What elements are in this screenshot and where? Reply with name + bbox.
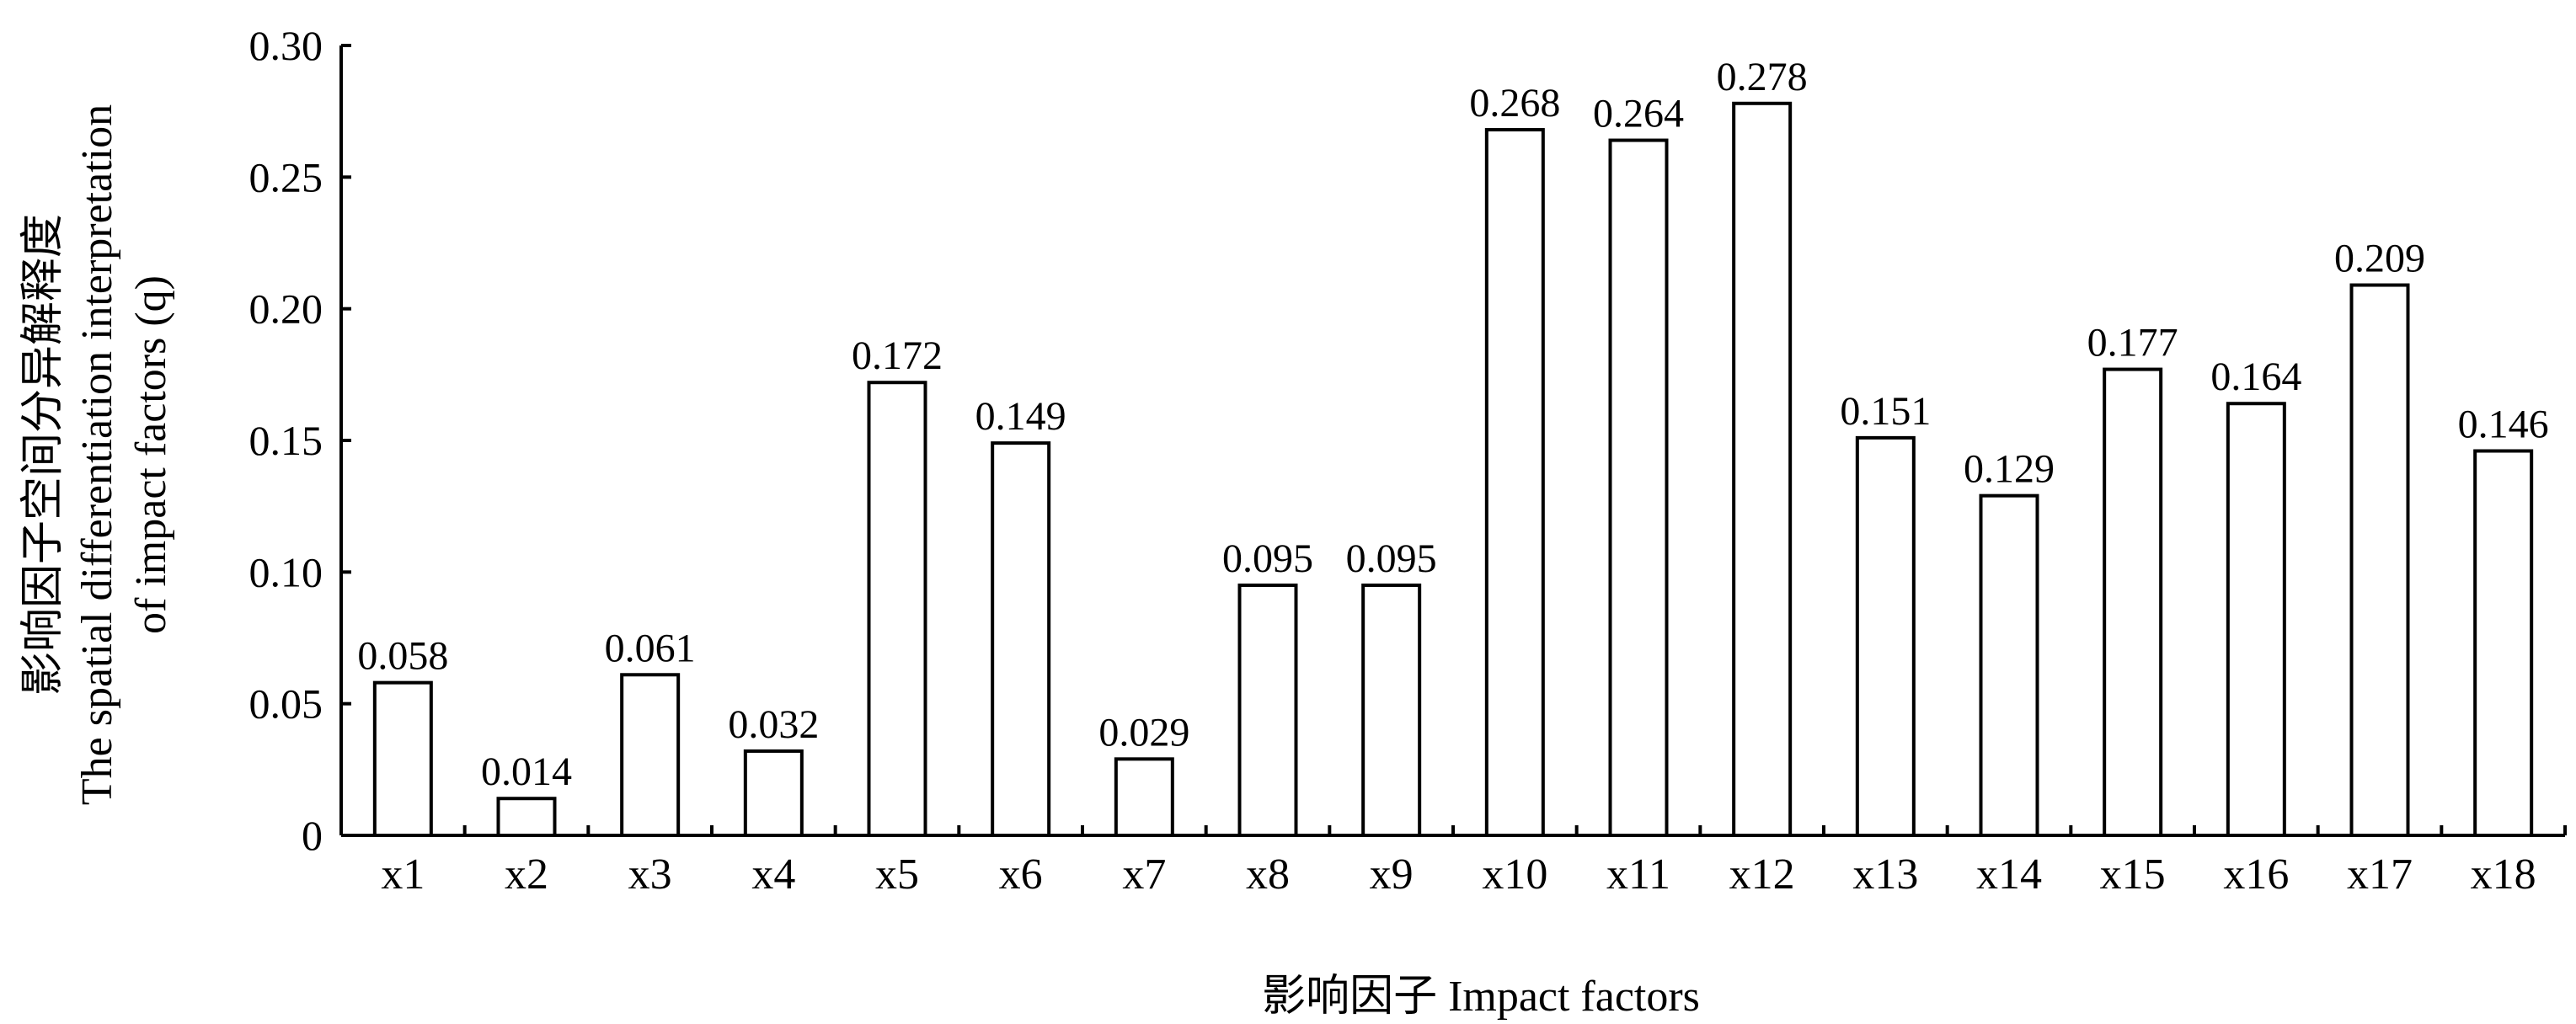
bar-x5 [867, 381, 927, 838]
bar-x6 [991, 441, 1051, 837]
bar-x12 [1732, 101, 1793, 837]
y-tick-label: 0.20 [249, 285, 323, 333]
x-tick-label-x9: x9 [1370, 851, 1414, 899]
data-label-x14: 0.129 [1964, 447, 2055, 492]
x-tick-label-x18: x18 [2471, 851, 2536, 899]
bar-x16 [2226, 402, 2286, 837]
data-label-x9: 0.095 [1346, 536, 1437, 581]
x-tick-label-x10: x10 [1482, 851, 1547, 899]
y-tick-label: 0.10 [249, 548, 323, 595]
x-tick-label-x16: x16 [2223, 851, 2289, 899]
data-label-x15: 0.177 [2087, 321, 2178, 365]
y-tick-label: 0.15 [249, 417, 323, 464]
data-label-x5: 0.172 [852, 333, 943, 378]
y-axis-title-line-3: of impact factors (q) [127, 275, 175, 634]
data-label-x2: 0.014 [481, 749, 572, 794]
y-axis-title: 影响因子空间分异解释度 The spatial differentiation … [19, 104, 175, 805]
y-axis-title-line-2: The spatial differentiation interpretati… [73, 104, 121, 805]
x-tick-label-x1: x1 [381, 851, 425, 899]
x-tick-label-x17: x17 [2347, 851, 2413, 899]
bar-x17 [2349, 283, 2410, 837]
data-label-x8: 0.095 [1222, 536, 1313, 581]
x-tick-label-x3: x3 [628, 851, 672, 899]
bar-x1 [372, 680, 433, 837]
x-axis-ticks: x1 x2 x3 x4 x5 x6 x7 x8 x9 x10 x11 x12 x13 x14 x15 x16 x… [381, 825, 2567, 899]
data-label-x11: 0.264 [1593, 92, 1684, 136]
data-label-x10: 0.268 [1469, 81, 1560, 125]
data-label-x3: 0.061 [605, 626, 696, 670]
data-label-x13: 0.151 [1840, 389, 1931, 434]
x-tick-label-x8: x8 [1246, 851, 1290, 899]
x-axis-title: 影响因子 Impact factors [1262, 973, 1700, 1021]
x-tick-label-x11: x11 [1606, 851, 1670, 899]
data-label-x17: 0.209 [2334, 237, 2425, 281]
bar-x14 [1979, 493, 2039, 837]
data-label-x7: 0.029 [1098, 710, 1189, 755]
bar-x2 [496, 797, 557, 838]
data-label-x4: 0.032 [728, 702, 819, 747]
bar-x4 [743, 749, 804, 837]
x-tick-label-x6: x6 [999, 851, 1043, 899]
y-tick-label: 0.25 [249, 153, 323, 200]
y-axis-ticks: 0 0.05 0.10 0.15 0.20 0.25 0.30 [249, 22, 351, 859]
data-label-x16: 0.164 [2210, 355, 2301, 399]
x-tick-label-x12: x12 [1729, 851, 1795, 899]
bar-x9 [1361, 583, 1422, 837]
bar-x10 [1484, 128, 1545, 837]
data-label-x12: 0.278 [1717, 55, 1808, 99]
y-tick-label: 0 [302, 812, 323, 859]
data-label-x1: 0.058 [357, 634, 448, 679]
x-tick-label-x15: x15 [2100, 851, 2166, 899]
bar-x18 [2473, 449, 2534, 837]
bars: 0.058 0.014 0.061 0.032 0.172 0.149 0.029 0.095… [357, 55, 2549, 838]
x-tick-label-x14: x14 [1976, 851, 2042, 899]
x-tick-label-x13: x13 [1852, 851, 1918, 899]
x-tick-label-x5: x5 [875, 851, 919, 899]
x-tick-label-x2: x2 [505, 851, 548, 899]
y-tick-label: 0.05 [249, 680, 323, 728]
bar-x11 [1608, 138, 1669, 837]
bar-x7 [1114, 757, 1174, 837]
y-tick-label: 0.30 [249, 22, 323, 69]
data-label-x18: 0.146 [2458, 403, 2549, 447]
bar-x8 [1237, 583, 1298, 837]
bar-x15 [2103, 367, 2163, 837]
x-tick-label-x7: x7 [1122, 851, 1166, 899]
bar-x3 [620, 673, 681, 837]
data-label-x6: 0.149 [975, 394, 1066, 439]
bar-x13 [1855, 435, 1916, 838]
y-axis-title-line-1: 影响因子空间分异解释度 [19, 214, 67, 696]
x-tick-label-x4: x4 [751, 851, 795, 899]
